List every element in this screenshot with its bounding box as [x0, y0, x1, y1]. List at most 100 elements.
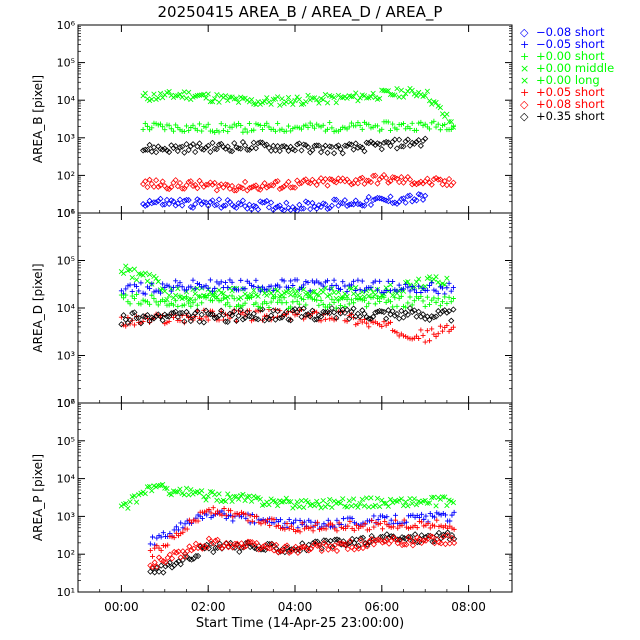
data-point: [442, 294, 448, 300]
data-point: [218, 279, 224, 285]
data-point: [401, 517, 407, 523]
data-point: [344, 288, 350, 294]
data-point: [210, 298, 216, 304]
data-point: [192, 540, 199, 547]
data-point: [442, 523, 448, 529]
data-point: [370, 313, 377, 320]
data-point: [188, 547, 195, 554]
data-point: [220, 311, 227, 318]
data-point: [357, 175, 364, 182]
data-point: [348, 282, 354, 288]
data-point: [182, 521, 188, 527]
data-point: [246, 493, 253, 499]
data-point: [353, 284, 359, 291]
data-point: [313, 181, 320, 188]
data-point: [235, 312, 242, 319]
data-point: [260, 543, 267, 550]
data-point: [335, 289, 342, 295]
data-point: [396, 179, 403, 186]
data-point: [377, 520, 383, 526]
data-point: [431, 118, 437, 124]
data-point: [372, 278, 378, 284]
data-point: [307, 294, 313, 300]
data-point: [398, 496, 404, 502]
data-point: [342, 541, 349, 548]
data-point: [179, 143, 186, 150]
data-point: [262, 520, 268, 526]
data-point: [416, 283, 422, 289]
data-point: [424, 175, 431, 182]
data-point: [192, 148, 199, 156]
data-point: [223, 512, 229, 518]
data-point: [385, 288, 391, 294]
data-point: [361, 503, 368, 509]
data-point: [413, 279, 420, 285]
data-point: [347, 519, 353, 525]
data-point: [270, 287, 276, 293]
data-point: [326, 143, 333, 150]
data-point: [370, 294, 376, 300]
data-point: [292, 98, 298, 104]
data-point: [376, 176, 383, 183]
data-point: [244, 296, 250, 302]
data-point: [385, 307, 392, 314]
data-point: [294, 177, 301, 184]
data-point: [372, 537, 380, 544]
data-point: [238, 509, 244, 515]
data-point: [425, 520, 431, 526]
y-tick-label: 10⁶: [57, 397, 76, 410]
data-point: [150, 199, 158, 206]
data-point: [359, 202, 366, 209]
data-point: [235, 99, 242, 105]
data-point: [426, 500, 433, 506]
data-point: [305, 125, 311, 131]
data-point: [157, 290, 163, 296]
data-point: [375, 516, 381, 522]
data-point: [366, 121, 372, 127]
data-point: [192, 201, 199, 208]
data-point: [420, 285, 426, 291]
data-point: [297, 529, 303, 535]
data-point: [331, 129, 337, 135]
data-point: [123, 323, 129, 329]
data-point: [329, 286, 335, 292]
data-point: [393, 145, 401, 152]
data-point: [285, 94, 292, 101]
data-point: [348, 200, 355, 208]
data-point: [147, 301, 153, 307]
data-point: [194, 127, 200, 133]
data-point: [372, 309, 379, 316]
data-point: [167, 533, 173, 539]
y-tick-label: 10²: [57, 548, 75, 561]
data-point: [422, 315, 429, 322]
data-point: [385, 278, 391, 284]
data-point: [405, 335, 411, 341]
data-point: [123, 286, 129, 292]
data-point: [348, 503, 355, 509]
data-point: [179, 548, 186, 555]
data-point: [416, 518, 422, 524]
data-point: [318, 505, 324, 511]
data-point: [175, 283, 181, 289]
data-point: [385, 179, 392, 186]
legend-label: +0.00 middle: [536, 61, 614, 75]
data-point: [259, 199, 266, 206]
data-point: [211, 145, 218, 152]
data-point: [242, 314, 249, 321]
data-point: [173, 93, 179, 99]
data-point: [447, 518, 453, 524]
data-point: [246, 313, 253, 320]
data-point: [376, 141, 383, 148]
data-point: [231, 308, 238, 315]
data-point: [320, 537, 327, 544]
data-point: [286, 547, 293, 554]
data-point: [392, 92, 398, 98]
data-point: [292, 312, 298, 318]
data-point: [301, 504, 307, 511]
data-point: [416, 335, 422, 341]
data-point: [385, 503, 391, 509]
data-point: [241, 510, 247, 516]
data-point: [142, 202, 149, 209]
data-point: [222, 318, 229, 325]
data-point: [314, 97, 320, 103]
